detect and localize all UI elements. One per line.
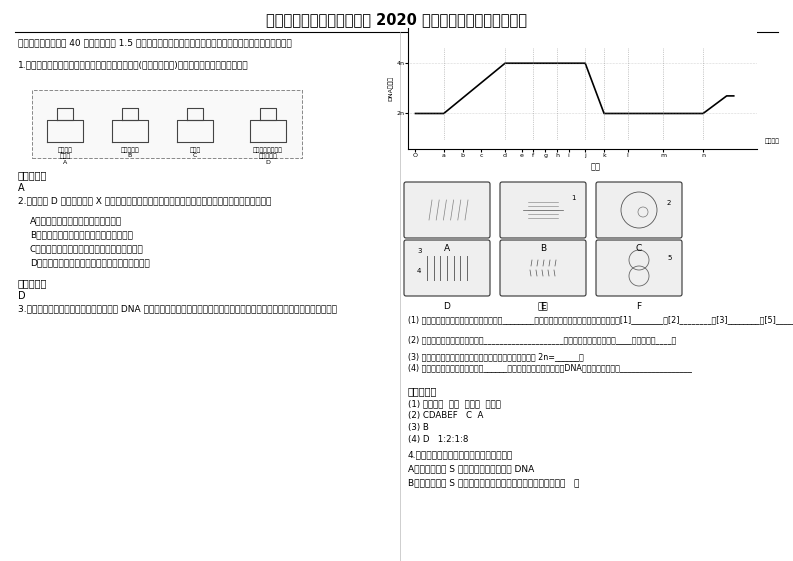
Bar <box>32 90 302 158</box>
Text: 2.抗维生素 D 佝偻病是位于 X 染色体的显性致病基因决定的一种遗传病，这种疾病的遗传特点之一是: 2.抗维生素 D 佝偻病是位于 X 染色体的显性致病基因决定的一种遗传病，这种疾… <box>18 196 271 205</box>
Text: E: E <box>540 302 546 311</box>
Text: 4.肺炎双球菌最初的转化实验结论说明（）: 4.肺炎双球菌最初的转化实验结论说明（） <box>408 450 513 459</box>
Text: 加人葡萄糖
B: 加人葡萄糖 B <box>121 147 140 158</box>
Text: 一、选择题（本题共 40 小题，每小题 1.5 分，在每小题给出的四个选项中，只有一项是符合题目要求的。）: 一、选择题（本题共 40 小题，每小题 1.5 分，在每小题给出的四个选项中，只… <box>18 38 292 47</box>
FancyBboxPatch shape <box>404 182 490 238</box>
Text: 加入葡萄糖和水，
并不断搅拌
D: 加入葡萄糖和水， 并不断搅拌 D <box>253 147 283 165</box>
Text: (3) B: (3) B <box>408 423 429 432</box>
Text: 参考答案：: 参考答案： <box>408 386 438 396</box>
Text: D: D <box>18 291 25 301</box>
Text: (3) 若甲、乙两图表示同一种生物的细胞分裂，则甲图中的 2n=______；: (3) 若甲、乙两图表示同一种生物的细胞分裂，则甲图中的 2n=______； <box>408 352 584 361</box>
Text: C．女患者与正常男子结婚，儿子正常女儿患病: C．女患者与正常男子结婚，儿子正常女儿患病 <box>30 244 144 253</box>
Text: B．男患者与正常女子结婚，其子女均正常: B．男患者与正常女子结婚，其子女均正常 <box>30 230 133 239</box>
Text: C: C <box>636 244 642 253</box>
Text: (2) 乙图中细胞分裂的正确排序是____________________，其中染色单体形成于图____，消失于图____；: (2) 乙图中细胞分裂的正确排序是____________________，其中… <box>408 335 676 344</box>
Text: 3.下图中，甲为有丝分裂过程中细胞核内 DNA 含量变化曲线图，乙为有丝分裂各时期图像（顺序已打乱），请回答下面的问题：: 3.下图中，甲为有丝分裂过程中细胞核内 DNA 含量变化曲线图，乙为有丝分裂各时… <box>18 304 337 313</box>
Text: 细胞周期: 细胞周期 <box>764 138 780 144</box>
FancyBboxPatch shape <box>500 182 586 238</box>
Text: (2) CDABEF   C  A: (2) CDABEF C A <box>408 411 484 420</box>
Text: 4: 4 <box>417 268 421 274</box>
Text: A: A <box>444 244 450 253</box>
Text: B．加热杀死的 S 型细菌中必然含有某种促进转化的转化因子（   ）: B．加热杀死的 S 型细菌中必然含有某种促进转化的转化因子（ ） <box>408 478 580 487</box>
Text: (1) 细胞间期  前仁  纺锤丝  细胞壁: (1) 细胞间期 前仁 纺锤丝 细胞壁 <box>408 399 501 408</box>
Text: F: F <box>637 302 642 311</box>
Text: A．男患者与女患者结婚，其女儿正常: A．男患者与女患者结婚，其女儿正常 <box>30 216 122 225</box>
Text: 3: 3 <box>417 248 422 254</box>
FancyBboxPatch shape <box>404 240 490 296</box>
Text: (4) D   1:2:1:8: (4) D 1:2:1:8 <box>408 435 469 444</box>
Text: 1.在适宜的温度条件下，下列装置中都放人干酵母(内有活酵母菌)，其中适于产生酒精的装置是: 1.在适宜的温度条件下，下列装置中都放人干酵母(内有活酵母菌)，其中适于产生酒精… <box>18 60 249 69</box>
Text: 图甲: 图甲 <box>591 162 601 171</box>
Text: 1: 1 <box>571 195 576 201</box>
Text: D．患者的正常子女不携带该患者传递的致病基因: D．患者的正常子女不携带该患者传递的致病基因 <box>30 258 150 267</box>
Text: A: A <box>18 183 25 193</box>
Text: (4) 着丝点数目最好的是乙图中的______时期，此时细胞内染色体、DNA、染色单体之比为__________________: (4) 着丝点数目最好的是乙图中的______时期，此时细胞内染色体、DNA、染… <box>408 363 691 372</box>
Text: (1) 甲图中可表示一个完整的细胞周期的是________段，分别指出乙图中数字所代表的名称：[1]________，[2]________，[3]______: (1) 甲图中可表示一个完整的细胞周期的是________段，分别指出乙图中数字… <box>408 315 793 324</box>
Text: D: D <box>443 302 450 311</box>
Text: 图乙: 图乙 <box>538 302 549 311</box>
Text: 2: 2 <box>667 200 672 206</box>
Text: 加人水
C: 加人水 C <box>190 147 201 158</box>
Text: B: B <box>540 244 546 253</box>
FancyBboxPatch shape <box>500 240 586 296</box>
Text: A．加热杀死的 S 型细菌中的转化因子是 DNA: A．加热杀死的 S 型细菌中的转化因子是 DNA <box>408 464 534 473</box>
Text: 四川省宜宾市草堂初级中学 2020 年高一生物模拟试卷含解析: 四川省宜宾市草堂初级中学 2020 年高一生物模拟试卷含解析 <box>266 12 527 27</box>
FancyBboxPatch shape <box>596 182 682 238</box>
Text: 5: 5 <box>667 255 672 261</box>
Text: 加入葡萄
糖和水
A: 加入葡萄 糖和水 A <box>58 147 72 165</box>
Text: 参考答案：: 参考答案： <box>18 278 48 288</box>
Text: 参考答案：: 参考答案： <box>18 170 48 180</box>
FancyBboxPatch shape <box>596 240 682 296</box>
Y-axis label: DNA分子数: DNA分子数 <box>388 76 393 101</box>
